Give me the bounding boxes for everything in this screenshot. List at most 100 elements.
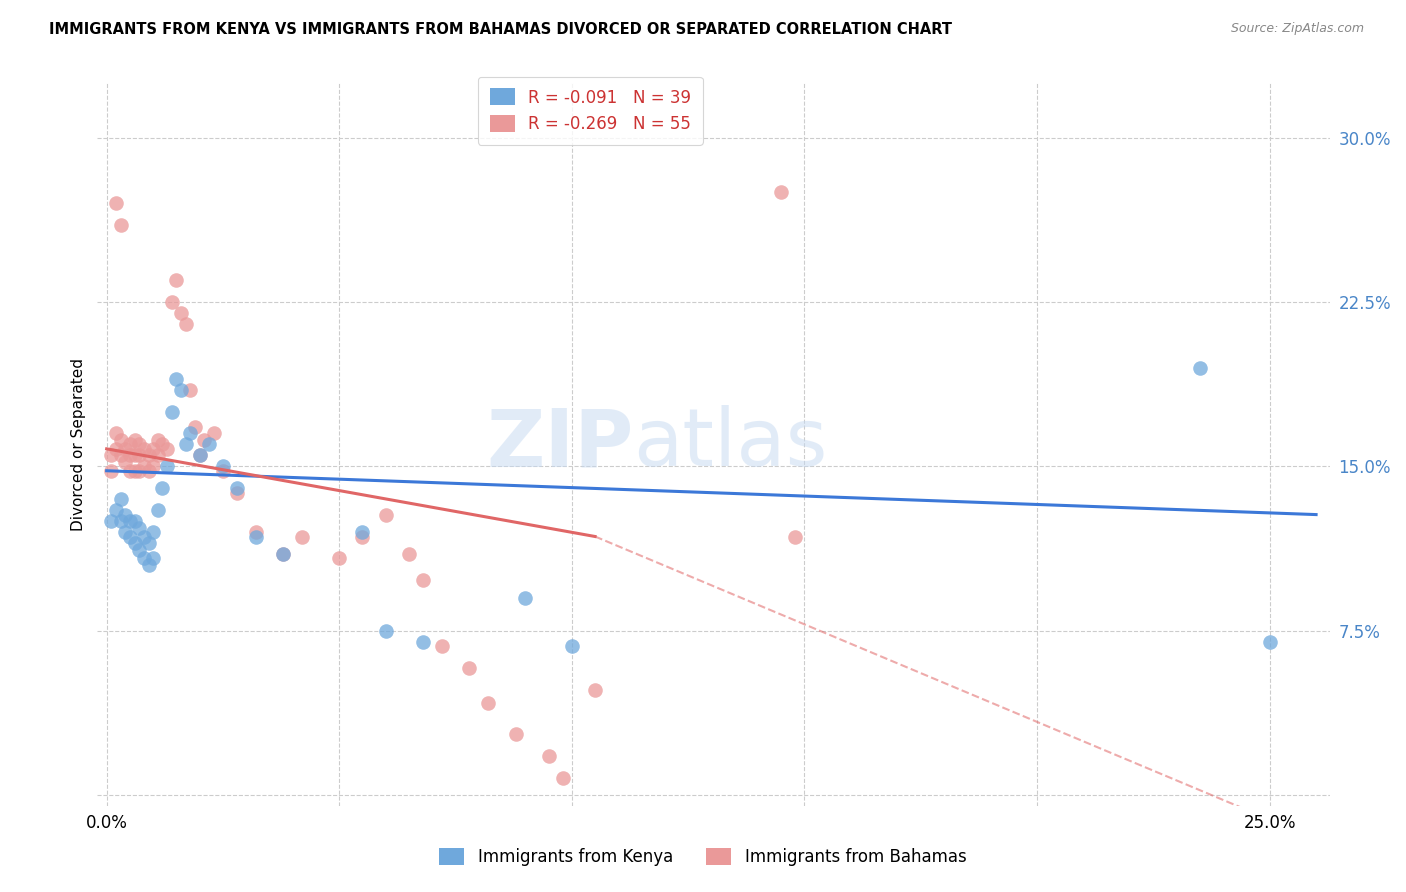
Point bbox=[1258, 634, 1281, 648]
Point bbox=[430, 639, 453, 653]
Point bbox=[165, 372, 187, 386]
Point bbox=[110, 433, 132, 447]
Point bbox=[114, 508, 136, 522]
Point bbox=[374, 624, 396, 638]
Point bbox=[152, 481, 174, 495]
Point bbox=[118, 464, 141, 478]
Point bbox=[156, 442, 179, 456]
Point bbox=[124, 464, 146, 478]
Point bbox=[128, 449, 150, 463]
Point bbox=[100, 449, 122, 463]
Point bbox=[124, 514, 146, 528]
Point bbox=[198, 437, 221, 451]
Point bbox=[100, 514, 122, 528]
Point bbox=[551, 771, 574, 785]
Point bbox=[515, 591, 537, 605]
Point bbox=[188, 449, 211, 463]
Point bbox=[179, 426, 201, 441]
Point bbox=[174, 317, 197, 331]
Point bbox=[273, 547, 295, 561]
Point bbox=[212, 464, 235, 478]
Point bbox=[104, 503, 127, 517]
Point bbox=[142, 459, 165, 474]
Point bbox=[132, 529, 155, 543]
Legend: R = -0.091   N = 39, R = -0.269   N = 55: R = -0.091 N = 39, R = -0.269 N = 55 bbox=[478, 77, 703, 145]
Point bbox=[245, 525, 267, 540]
Text: atlas: atlas bbox=[634, 406, 828, 483]
Point bbox=[152, 437, 174, 451]
Point bbox=[537, 748, 560, 763]
Point bbox=[245, 529, 267, 543]
Text: ZIP: ZIP bbox=[486, 406, 634, 483]
Point bbox=[128, 464, 150, 478]
Point bbox=[412, 634, 434, 648]
Point bbox=[138, 536, 160, 550]
Point bbox=[142, 442, 165, 456]
Point bbox=[193, 433, 215, 447]
Point bbox=[110, 449, 132, 463]
Point bbox=[328, 551, 350, 566]
Y-axis label: Divorced or Separated: Divorced or Separated bbox=[72, 358, 86, 531]
Point bbox=[138, 558, 160, 572]
Point bbox=[179, 383, 201, 397]
Point bbox=[412, 574, 434, 588]
Point bbox=[138, 449, 160, 463]
Point bbox=[132, 551, 155, 566]
Point bbox=[202, 426, 225, 441]
Point bbox=[118, 529, 141, 543]
Point bbox=[785, 529, 807, 543]
Point bbox=[170, 306, 193, 320]
Point bbox=[291, 529, 314, 543]
Point bbox=[273, 547, 295, 561]
Point bbox=[225, 481, 247, 495]
Point bbox=[138, 464, 160, 478]
Point bbox=[212, 459, 235, 474]
Point bbox=[398, 547, 420, 561]
Point bbox=[1188, 360, 1211, 375]
Point bbox=[114, 442, 136, 456]
Point bbox=[170, 383, 193, 397]
Point bbox=[124, 449, 146, 463]
Point bbox=[104, 426, 127, 441]
Point bbox=[770, 186, 793, 200]
Point bbox=[118, 437, 141, 451]
Point bbox=[128, 437, 150, 451]
Point bbox=[100, 464, 122, 478]
Point bbox=[110, 492, 132, 507]
Point bbox=[124, 433, 146, 447]
Point bbox=[110, 219, 132, 233]
Point bbox=[225, 485, 247, 500]
Point bbox=[124, 536, 146, 550]
Point bbox=[146, 503, 169, 517]
Point bbox=[160, 295, 183, 310]
Legend: Immigrants from Kenya, Immigrants from Bahamas: Immigrants from Kenya, Immigrants from B… bbox=[432, 840, 974, 875]
Point bbox=[174, 437, 197, 451]
Point bbox=[146, 449, 169, 463]
Text: Source: ZipAtlas.com: Source: ZipAtlas.com bbox=[1230, 22, 1364, 36]
Point bbox=[128, 542, 150, 557]
Point bbox=[146, 433, 169, 447]
Point bbox=[118, 449, 141, 463]
Point bbox=[184, 420, 207, 434]
Text: IMMIGRANTS FROM KENYA VS IMMIGRANTS FROM BAHAMAS DIVORCED OR SEPARATED CORRELATI: IMMIGRANTS FROM KENYA VS IMMIGRANTS FROM… bbox=[49, 22, 952, 37]
Point bbox=[142, 525, 165, 540]
Point bbox=[142, 551, 165, 566]
Point bbox=[458, 661, 481, 675]
Point bbox=[114, 525, 136, 540]
Point bbox=[505, 727, 527, 741]
Point bbox=[188, 449, 211, 463]
Point bbox=[352, 525, 374, 540]
Point bbox=[160, 404, 183, 418]
Point bbox=[132, 459, 155, 474]
Point bbox=[110, 514, 132, 528]
Point bbox=[104, 442, 127, 456]
Point bbox=[477, 696, 499, 710]
Point bbox=[165, 273, 187, 287]
Point bbox=[561, 639, 583, 653]
Point bbox=[352, 529, 374, 543]
Point bbox=[583, 682, 606, 697]
Point bbox=[132, 442, 155, 456]
Point bbox=[118, 514, 141, 528]
Point bbox=[114, 455, 136, 469]
Point bbox=[104, 196, 127, 211]
